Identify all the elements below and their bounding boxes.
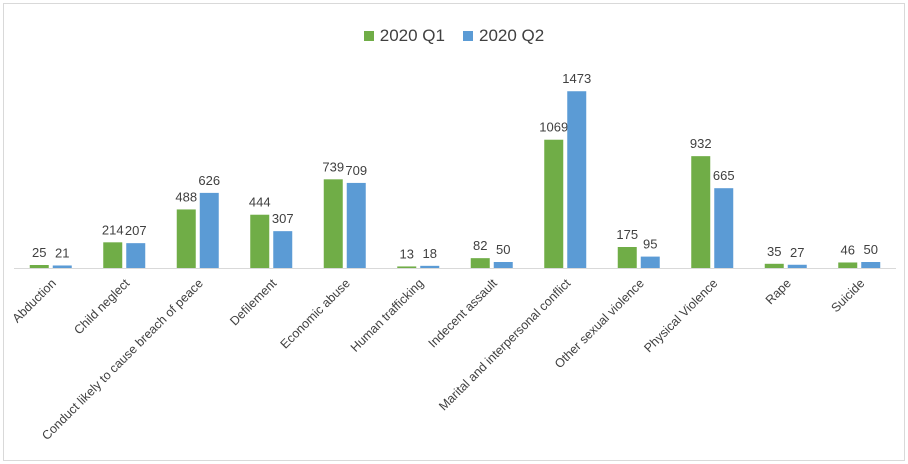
bar-q1-6 xyxy=(470,258,490,268)
category-label-11: Suicide xyxy=(828,276,867,315)
data-label-q1-9: 932 xyxy=(690,136,712,151)
bar-q2-4 xyxy=(346,182,366,268)
data-label-q2-2: 626 xyxy=(198,173,220,188)
data-label-q2-11: 50 xyxy=(864,242,878,257)
data-label-q1-1: 214 xyxy=(102,222,124,237)
legend: 2020 Q1 2020 Q2 xyxy=(0,26,908,46)
data-label-q1-5: 13 xyxy=(400,246,414,261)
data-label-q1-2: 488 xyxy=(175,189,197,204)
bar-q1-7 xyxy=(544,139,564,268)
bar-q2-11 xyxy=(861,262,881,268)
legend-label-q1: 2020 Q1 xyxy=(379,26,445,45)
bar-q2-9 xyxy=(714,188,734,268)
bar-q2-8 xyxy=(640,256,660,268)
category-label-9: Physical Violence xyxy=(641,276,720,355)
data-label-q1-10: 35 xyxy=(767,244,781,259)
category-label-5: Human trafficking xyxy=(348,276,427,355)
data-label-q2-1: 207 xyxy=(125,223,147,238)
data-label-q2-5: 18 xyxy=(423,246,437,261)
data-label-q1-11: 46 xyxy=(841,242,855,257)
category-label-1: Child neglect xyxy=(71,276,132,337)
category-label-7: Marital and interpersonal conflict xyxy=(436,276,574,414)
bar-q1-9 xyxy=(691,156,711,268)
data-label-q1-6: 82 xyxy=(473,238,487,253)
bar-q2-3 xyxy=(273,231,293,268)
data-label-q2-8: 95 xyxy=(643,237,657,252)
data-label-q1-3: 444 xyxy=(249,195,271,210)
data-label-q2-0: 21 xyxy=(55,245,69,260)
bar-q2-7 xyxy=(567,91,587,269)
bar-q2-0 xyxy=(52,265,72,268)
category-label-6: Indecent assault xyxy=(426,276,501,351)
data-label-q2-7: 1473 xyxy=(562,71,591,86)
data-label-q1-8: 175 xyxy=(616,227,638,242)
bar-q1-8 xyxy=(617,247,637,268)
data-label-q2-6: 50 xyxy=(496,242,510,257)
bar-q2-2 xyxy=(199,192,219,268)
data-label-q1-7: 1069 xyxy=(539,120,568,135)
bar-q2-6 xyxy=(493,262,513,268)
bar-q1-5 xyxy=(397,266,417,268)
bar-q2-5 xyxy=(420,265,440,268)
bar-q1-0 xyxy=(29,265,49,268)
data-label-q2-3: 307 xyxy=(272,211,294,226)
legend-swatch-q2 xyxy=(463,31,473,41)
bar-q1-3 xyxy=(250,214,270,268)
bar-q1-11 xyxy=(838,262,858,268)
legend-label-q2: 2020 Q2 xyxy=(479,26,545,45)
bar-q1-4 xyxy=(323,179,343,268)
legend-item-q2: 2020 Q2 xyxy=(463,26,544,46)
data-label-q1-0: 25 xyxy=(32,245,46,260)
data-label-q2-9: 665 xyxy=(713,168,735,183)
bar-q1-2 xyxy=(176,209,196,268)
category-label-10: Rape xyxy=(763,276,794,307)
category-label-3: Defilement xyxy=(227,276,280,329)
bar-q2-10 xyxy=(787,264,807,268)
legend-item-q1: 2020 Q1 xyxy=(363,26,445,46)
bar-q2-1 xyxy=(126,243,146,268)
data-label-q2-10: 27 xyxy=(790,245,804,260)
bar-q1-10 xyxy=(764,263,784,268)
category-label-4: Economic abuse xyxy=(278,276,353,351)
data-label-q1-4: 739 xyxy=(322,159,344,174)
data-label-q2-4: 709 xyxy=(345,163,367,178)
category-label-2: Conduct likely to cause breach of peace xyxy=(39,276,206,443)
category-label-0: Abduction xyxy=(10,276,59,325)
bar-q1-1 xyxy=(103,242,123,268)
chart-area xyxy=(3,3,905,461)
legend-swatch-q1 xyxy=(363,31,374,41)
